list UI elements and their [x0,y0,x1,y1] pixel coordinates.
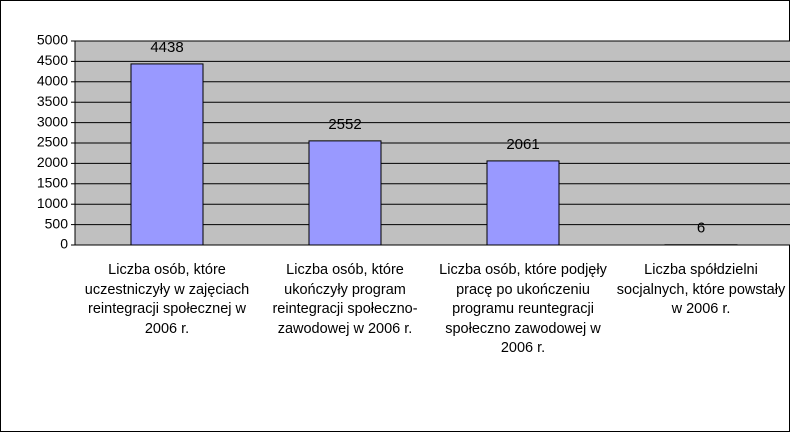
y-tick-label: 5000 [37,32,68,48]
y-tick-label: 500 [45,215,69,231]
y-tick-label: 1000 [37,195,68,211]
y-tick-label: 0 [60,236,68,252]
y-tick-label: 4500 [37,52,68,68]
bar [130,63,204,246]
bar [308,140,382,246]
x-tick-label: Liczba osób, które uczestniczyły w zajęc… [84,262,250,337]
x-tick-label: Liczba osób, które ukończyły program rei… [272,262,418,337]
y-tick-label: 1500 [37,175,68,191]
bar [486,160,560,246]
y-tick-label: 2500 [37,134,68,150]
y-tick-label: 3000 [37,113,68,129]
x-tick-label: Liczba osób, które podjęły pracę po ukoń… [439,262,607,356]
y-tick-label: 2000 [37,154,68,170]
data-label: 2061 [506,136,539,153]
x-tick-label: Liczba spółdzielni socjalnych, które pow… [616,262,786,317]
y-tick-label: 4000 [37,73,68,89]
y-tick-label: 3500 [37,93,68,109]
data-label: 4438 [150,39,183,56]
data-label: 2552 [328,116,361,133]
data-label: 6 [697,220,705,237]
